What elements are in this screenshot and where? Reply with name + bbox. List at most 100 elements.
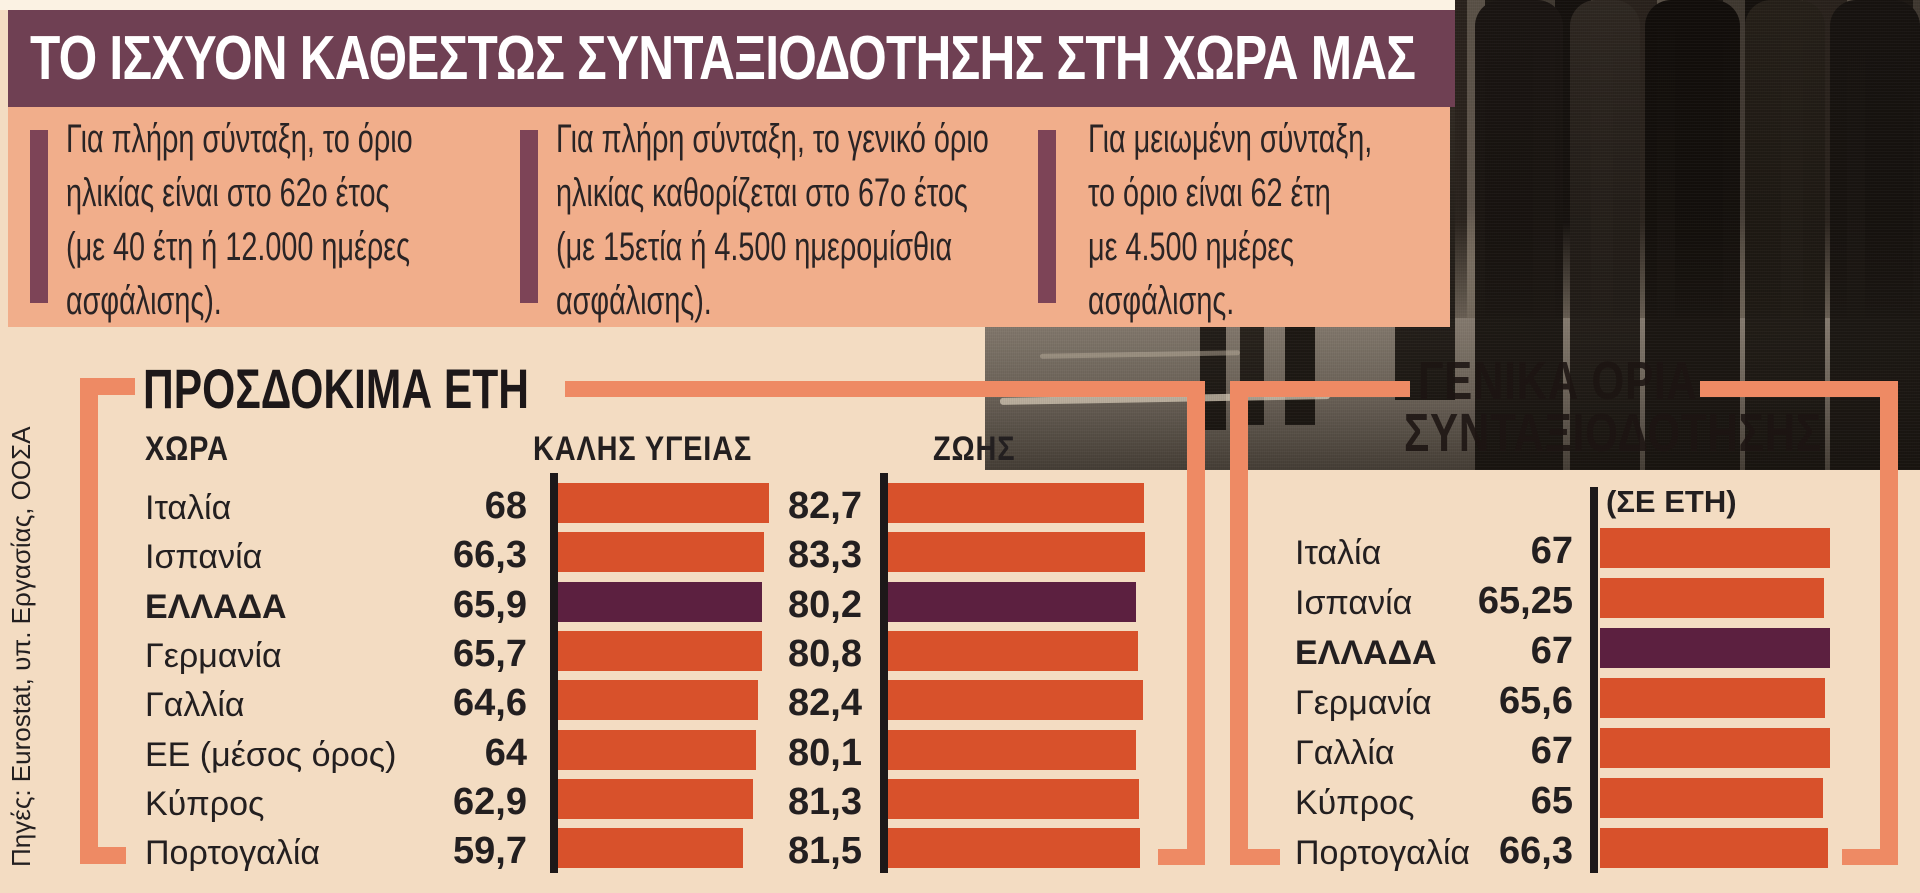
pension-age-value-4: 65,6 [1499, 680, 1573, 722]
pension-age-value-1: 67 [1530, 530, 1573, 572]
info-line: (με 40 έτη ή 12.000 ημέρες [66, 225, 410, 269]
column-header-healthy-years: ΚΑΛΗΣ ΥΓΕΙΑΣ [533, 430, 753, 468]
life-years-value-4: 80,8 [788, 633, 862, 675]
pension-age-bar-4 [1600, 678, 1825, 718]
life-years-bar-8 [888, 828, 1140, 868]
pension-age-label-2: Ισπανία [1295, 584, 1413, 622]
info-box-2-accent-bar [520, 130, 538, 303]
left-bracket-vertical [80, 378, 98, 864]
pension-age-bar-1 [1600, 528, 1830, 568]
healthy-years-value-4: 65,7 [453, 633, 527, 675]
life-years-value-6: 80,1 [788, 732, 862, 774]
healthy-years-bar-5 [558, 680, 758, 720]
pension-age-label-6: Κύπρος [1295, 784, 1415, 822]
row-label-3: ΕΛΛΑΔΑ [145, 588, 287, 626]
right-bracket-right-foot [1842, 849, 1898, 865]
info-line: το όριο είναι 62 έτη [1088, 171, 1331, 215]
healthy-years-value-3: 65,9 [453, 584, 527, 626]
right-bracket-left-foot [1230, 849, 1280, 865]
info-box-3-accent-bar [1038, 130, 1056, 303]
info-line: ασφάλισης). [556, 279, 712, 323]
info-line: ασφάλισης). [66, 279, 222, 323]
life-years-bar-7 [888, 779, 1139, 819]
crowd-person-5 [1570, 0, 1640, 470]
source-note: Πηγές: Eurostat, υπ. Εργασίας, ΟΟΣΑ [6, 426, 36, 867]
right-chart-title-line-1: ΓΕΝΙΚΑ ΟΡΙΑ [1418, 351, 1698, 411]
life-years-value-1: 82,7 [788, 485, 862, 527]
info-box-1-accent-bar [30, 130, 48, 303]
left-chart-right-bracket-vertical [1187, 381, 1205, 865]
left-chart-title-rule [565, 381, 1205, 397]
info-line: Για μειωμένη σύνταξη, [1088, 117, 1373, 161]
pension-age-value-6: 65 [1530, 780, 1573, 822]
pension-age-label-3: ΕΛΛΑΔΑ [1295, 634, 1437, 672]
info-line: ηλικίας είναι στο 62ο έτος [66, 171, 390, 215]
right-bracket-top-left-horizontal [1230, 381, 1410, 397]
pension-age-value-2: 65,25 [1477, 580, 1573, 622]
row-label-2: Ισπανία [145, 538, 263, 576]
row-label-1: Ιταλία [145, 489, 232, 527]
healthy-years-value-2: 66,3 [453, 534, 527, 576]
info-box-2-text: Για πλήρη σύνταξη, το γενικό όριο ηλικία… [556, 112, 989, 328]
healthy-years-bar-1 [558, 483, 769, 523]
pension-age-label-5: Γαλλία [1295, 734, 1395, 772]
page-title: ΤΟ ΙΣΧΥΟΝ ΚΑΘΕΣΤΩΣ ΣΥΝΤΑΞΙΟΔΟΤΗΣΗΣ ΣΤΗ Χ… [30, 24, 1416, 93]
life-years-value-5: 82,4 [788, 682, 862, 724]
life-years-bar-3 [888, 582, 1136, 622]
life-years-value-7: 81,3 [788, 781, 862, 823]
right-bracket-top-right-horizontal [1700, 381, 1898, 397]
pension-age-bar-2 [1600, 578, 1824, 618]
life-years-value-3: 80,2 [788, 584, 862, 626]
info-line: με 4.500 ημέρες [1088, 225, 1295, 269]
left-bracket-bottom-foot [80, 847, 126, 864]
right-chart-unit-label: (ΣΕ ΕΤΗ) [1606, 484, 1737, 519]
crowd-person-4 [1475, 0, 1563, 470]
crowd-person-8 [1830, 0, 1920, 470]
top-margin-strip [0, 0, 1455, 10]
life-years-bar-4 [888, 631, 1138, 671]
healthy-years-value-8: 59,7 [453, 830, 527, 872]
right-chart-axis [1590, 487, 1598, 873]
healthy-years-value-5: 64,6 [453, 682, 527, 724]
pension-age-value-5: 67 [1530, 730, 1573, 772]
healthy-years-value-1: 68 [484, 485, 527, 527]
healthy-years-bar-6 [558, 730, 756, 770]
right-bracket-left-vertical [1230, 381, 1248, 865]
life-years-value-8: 81,5 [788, 830, 862, 872]
row-label-7: Κύπρος [145, 785, 265, 823]
life-years-bar-5 [888, 680, 1143, 720]
life-years-bar-6 [888, 730, 1136, 770]
pension-age-value-7: 66,3 [1499, 830, 1573, 872]
pension-age-bar-5 [1600, 728, 1830, 768]
pension-age-bar-7 [1600, 828, 1828, 868]
info-line: ασφάλισης. [1088, 279, 1235, 323]
healthy-years-bar-8 [558, 828, 743, 868]
header-bar: ΤΟ ΙΣΧΥΟΝ ΚΑΘΕΣΤΩΣ ΣΥΝΤΑΞΙΟΔΟΤΗΣΗΣ ΣΤΗ Χ… [8, 10, 1455, 107]
pension-age-label-4: Γερμανία [1295, 684, 1432, 722]
pension-age-label-7: Πορτογαλία [1295, 834, 1471, 872]
info-box-3-text: Για μειωμένη σύνταξη, το όριο είναι 62 έ… [1088, 112, 1372, 328]
left-chart-axis-1 [550, 473, 558, 873]
right-chart-title-line-2: ΣΥΝΤΑΞΙΟΔΟΤΗΣΗΣ [1404, 403, 1822, 463]
life-years-bar-1 [888, 483, 1144, 523]
row-label-6: ΕΕ (μέσος όρος) [145, 736, 397, 774]
healthy-years-bar-2 [558, 532, 764, 572]
info-line: Για πλήρη σύνταξη, το γενικό όριο [556, 117, 989, 161]
healthy-years-bar-7 [558, 779, 753, 819]
healthy-years-value-7: 62,9 [453, 781, 527, 823]
column-header-country: ΧΩΡΑ [145, 430, 229, 468]
pension-age-bar-3 [1600, 628, 1830, 668]
right-bracket-right-vertical [1880, 381, 1898, 865]
row-label-5: Γαλλία [145, 686, 245, 724]
crowd-person-7 [1745, 0, 1825, 470]
column-header-life-years: ΖΩΗΣ [933, 430, 1016, 468]
healthy-years-value-6: 64 [484, 732, 527, 774]
healthy-years-bar-3 [558, 582, 762, 622]
life-years-value-2: 83,3 [788, 534, 862, 576]
pension-age-value-3: 67 [1530, 630, 1573, 672]
pension-age-label-1: Ιταλία [1295, 534, 1382, 572]
left-chart-title: ΠΡΟΣΔΟΚΙΜΑ ΕΤΗ [143, 357, 530, 420]
row-label-4: Γερμανία [145, 637, 282, 675]
left-chart-right-bracket-foot [1158, 849, 1205, 865]
info-line: Για πλήρη σύνταξη, το όριο [66, 117, 413, 161]
